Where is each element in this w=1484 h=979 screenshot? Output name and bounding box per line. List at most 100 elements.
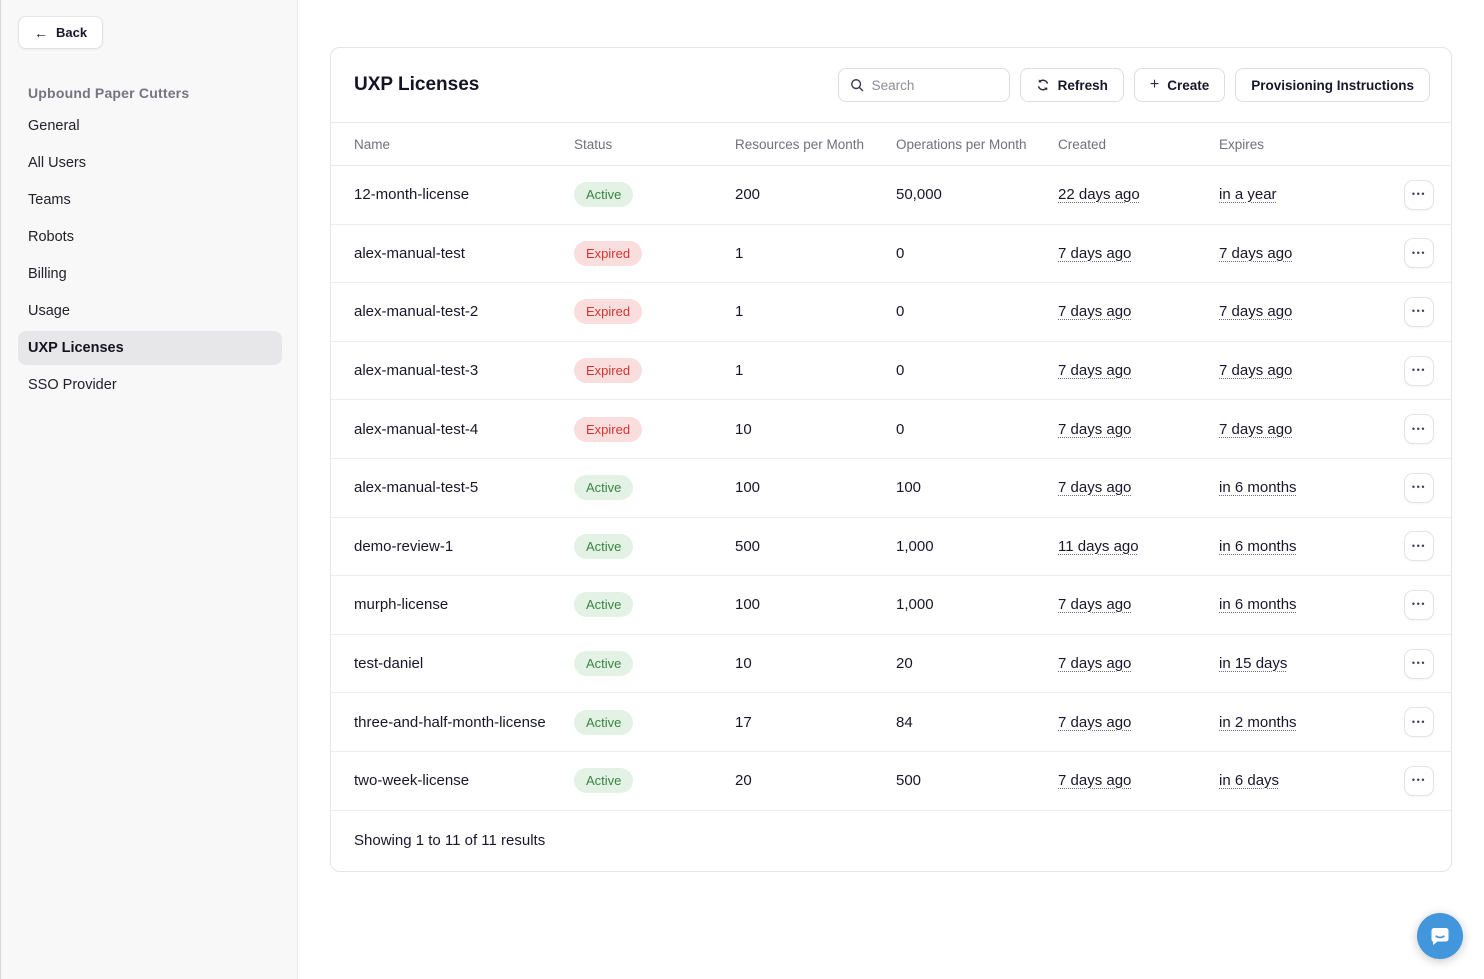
status-badge: Active [574,533,634,559]
sidebar-item-sso-provider[interactable]: SSO Provider [28,376,117,393]
back-arrow-icon: ← [34,24,48,41]
operations-per-month: 0 [896,303,905,321]
provisioning-instructions-button[interactable]: Provisioning Instructions [1235,68,1430,102]
search-input[interactable] [871,77,998,93]
row-actions-button[interactable]: ••• [1404,296,1434,327]
row-actions-button[interactable]: ••• [1404,238,1434,269]
page-title: UXP Licenses [354,74,480,95]
status-badge: Active [574,182,634,208]
status-badge: Active [574,768,634,794]
created-date: 7 days ago [1058,303,1132,321]
row-actions-button[interactable]: ••• [1404,472,1434,503]
ellipsis-icon: ••• [1411,247,1427,258]
expires-date: in 6 months [1219,537,1297,555]
expires-date: in a year [1219,186,1277,204]
row-actions-button[interactable]: ••• [1404,765,1434,796]
license-name: alex-manual-test-2 [354,303,479,321]
row-actions-button[interactable]: ••• [1404,707,1434,738]
resources-per-month: 200 [735,186,761,204]
table-header-row: Name Status Resources per Month Operatio… [331,122,1451,166]
expires-date: 7 days ago [1219,244,1293,262]
table-row: two-week-license Active 20 500 7 days ag… [331,752,1451,811]
operations-per-month: 20 [896,655,913,673]
chat-launcher-button[interactable] [1417,913,1463,959]
resources-per-month: 100 [735,479,761,497]
ellipsis-icon: ••• [1411,189,1427,200]
column-header-created: Created [1058,136,1107,152]
resources-per-month: 100 [735,596,761,614]
sidebar-item-general[interactable]: General [28,117,80,134]
column-header-status: Status [574,136,613,152]
row-actions-button[interactable]: ••• [1404,589,1434,620]
license-name: two-week-license [354,772,470,790]
resources-per-month: 10 [735,420,752,438]
expires-date: in 6 months [1219,596,1297,614]
operations-per-month: 84 [896,713,913,731]
status-badge: Active [574,709,634,735]
main-content: UXP Licenses Refresh [298,0,1484,979]
expires-date: in 6 months [1219,479,1297,497]
table-footer: Showing 1 to 11 of 11 results [331,811,1451,871]
sidebar: ← Back Upbound Paper Cutters General All… [0,0,298,979]
resources-per-month: 17 [735,713,752,731]
search-box [837,68,1010,102]
back-button[interactable]: ← Back [18,16,104,49]
status-badge: Expired [574,416,643,442]
expires-date: 7 days ago [1219,303,1293,321]
refresh-button-label: Refresh [1057,77,1108,93]
ellipsis-icon: ••• [1411,423,1427,434]
ellipsis-icon: ••• [1411,365,1427,376]
table-row: three-and-half-month-license Active 17 8… [331,693,1451,752]
create-button-label: Create [1167,77,1210,93]
column-header-name: Name [354,136,391,152]
operations-per-month: 100 [896,479,922,497]
status-badge: Active [574,651,634,677]
license-name: murph-license [354,596,449,614]
licenses-card: UXP Licenses Refresh [330,47,1452,872]
status-badge: Expired [574,358,643,384]
sidebar-item-usage[interactable]: Usage [28,302,70,319]
status-badge: Active [574,475,634,501]
sidebar-item-billing[interactable]: Billing [28,265,67,282]
created-date: 7 days ago [1058,244,1132,262]
back-button-label: Back [56,25,88,40]
sidebar-item-uxp-licenses[interactable]: UXP Licenses [18,330,282,365]
status-badge: Expired [574,240,643,266]
toolbar: Refresh + Create Provisioning Instructio… [837,68,1430,102]
expires-date: in 15 days [1219,655,1288,673]
sidebar-item-all-users[interactable]: All Users [28,154,87,171]
sidebar-item-teams[interactable]: Teams [28,191,71,208]
row-actions-button[interactable]: ••• [1404,648,1434,679]
operations-per-month: 0 [896,244,905,262]
created-date: 11 days ago [1058,537,1139,555]
refresh-button[interactable]: Refresh [1019,68,1124,102]
row-actions-button[interactable]: ••• [1404,414,1434,445]
resources-per-month: 10 [735,655,752,673]
license-name: demo-review-1 [354,537,454,555]
search-icon [850,79,863,92]
ellipsis-icon: ••• [1411,599,1427,610]
provisioning-instructions-label: Provisioning Instructions [1251,77,1414,93]
row-actions-button[interactable]: ••• [1404,179,1434,210]
ellipsis-icon: ••• [1411,306,1427,317]
table-row: alex-manual-test Expired 1 0 7 days ago … [331,225,1451,284]
results-count: Showing 1 to 11 of 11 results [354,832,546,850]
create-button[interactable]: + Create [1133,68,1226,102]
expires-date: in 6 days [1219,772,1280,790]
sidebar-item-robots[interactable]: Robots [28,228,74,245]
ellipsis-icon: ••• [1411,540,1427,551]
table-row: alex-manual-test-2 Expired 1 0 7 days ag… [331,283,1451,342]
expires-date: 7 days ago [1219,362,1293,380]
license-name: alex-manual-test-3 [354,362,479,380]
created-date: 7 days ago [1058,713,1132,731]
table-row: test-daniel Active 10 20 7 days ago in 1… [331,635,1451,694]
column-header-expires: Expires [1219,136,1265,152]
expires-date: in 2 months [1219,713,1297,731]
license-name: three-and-half-month-license [354,713,546,731]
operations-per-month: 1,000 [896,596,934,614]
row-actions-button[interactable]: ••• [1404,531,1434,562]
ellipsis-icon: ••• [1411,658,1427,669]
operations-per-month: 500 [896,772,922,790]
row-actions-button[interactable]: ••• [1404,355,1434,386]
created-date: 7 days ago [1058,596,1132,614]
